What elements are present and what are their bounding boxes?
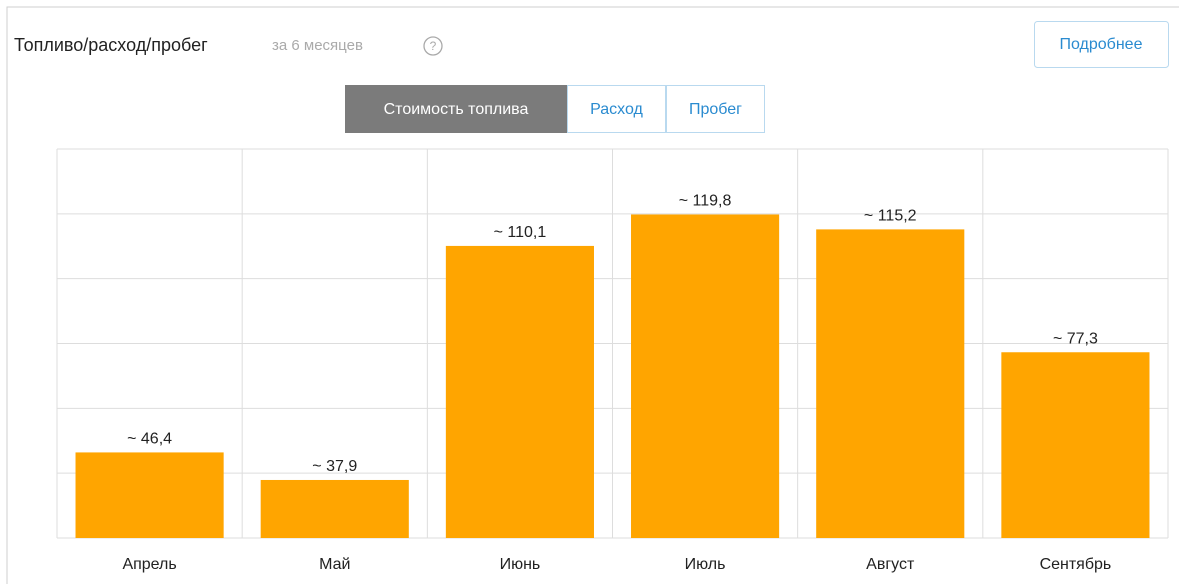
bar (1001, 352, 1150, 538)
tab-label[interactable]: Стоимость топлива (384, 101, 529, 118)
x-tick-label: Июль (685, 556, 726, 573)
bar (75, 452, 224, 538)
x-tick-label: Май (319, 556, 350, 573)
bar (260, 479, 409, 538)
tab[interactable] (345, 85, 567, 133)
help-text[interactable]: ? (430, 39, 437, 53)
value-label: ~ 115,2 (864, 208, 917, 225)
value-label: ~ 77,3 (1053, 330, 1098, 347)
x-tick-label: Август (866, 556, 915, 573)
bar (631, 214, 780, 538)
value-label: ~ 46,4 (127, 431, 172, 448)
x-tick-label: Сентябрь (1040, 556, 1112, 573)
tab[interactable] (666, 85, 765, 133)
tab-label[interactable]: Расход (590, 101, 643, 118)
tab[interactable] (567, 85, 666, 133)
bar (445, 245, 594, 538)
period: за 6 месяцев (272, 37, 363, 54)
widget-title: Топливо/расход/пробег (14, 35, 208, 55)
tab-label[interactable]: Пробег (689, 101, 742, 118)
more-button[interactable] (1034, 21, 1169, 68)
more-button-text[interactable]: Подробнее (1060, 36, 1143, 53)
help-icon[interactable] (423, 36, 443, 56)
bar (816, 229, 965, 539)
x-tick-label: Апрель (122, 556, 176, 573)
x-tick-label: Июнь (500, 556, 541, 573)
value-label: ~ 110,1 (494, 224, 547, 241)
value-label: ~ 119,8 (679, 193, 732, 210)
value-label: ~ 37,9 (312, 458, 357, 475)
